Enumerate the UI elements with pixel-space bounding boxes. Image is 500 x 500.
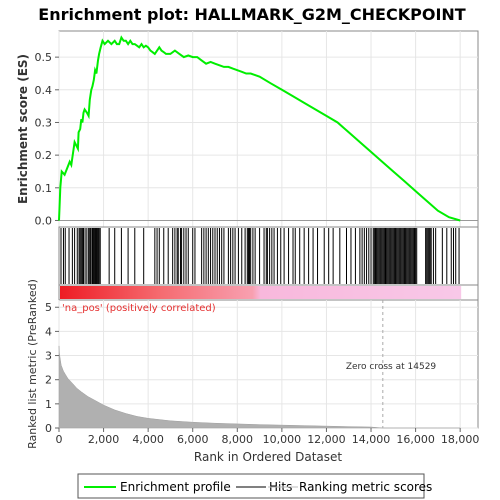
x-tick-label: 14,000 — [352, 433, 391, 446]
legend-label-metric: Ranking metric scores — [299, 480, 432, 494]
es-panel: 0.0 0.1 0.2 0.3 0.4 0.5 Enrichment score (ES) — [16, 30, 479, 228]
es-y-tick-label: 0.4 — [35, 84, 53, 97]
es-y-tick-label: 0.5 — [35, 51, 53, 64]
chart-title: Enrichment plot: HALLMARK_G2M_CHECKPOINT — [38, 5, 466, 24]
x-tick-label: 8,000 — [222, 433, 254, 446]
es-plot-frame — [58, 30, 479, 228]
enrichment-profile-line — [58, 35, 461, 222]
legend-label-enrichment: Enrichment profile — [120, 480, 231, 494]
metric-y-tick-label: 1 — [45, 398, 52, 411]
x-tick-label: 0 — [56, 433, 63, 446]
metric-x-ticks: 0 2,000 4,000 6,000 8,000 10,000 12,000 14,000 1… — [56, 428, 480, 446]
metric-y-tick-label: 3 — [45, 350, 52, 363]
positive-correlation-label: 'na_pos' (positively correlated) — [62, 303, 216, 314]
metric-y-tick-label: 4 — [45, 325, 52, 338]
es-y-tick-label: 0.2 — [35, 149, 53, 162]
x-tick-label: 6,000 — [177, 433, 209, 446]
x-tick-label: 16,000 — [396, 433, 435, 446]
metric-y-ticks: 0 1 2 3 4 5 — [45, 301, 59, 435]
metric-plot-frame — [58, 299, 479, 429]
x-tick-label: 18,000 — [441, 433, 480, 446]
x-tick-label: 2,000 — [88, 433, 120, 446]
x-axis-label: Rank in Ordered Dataset — [194, 450, 342, 464]
ranking-metric-area — [58, 345, 461, 429]
x-tick-label: 12,000 — [307, 433, 346, 446]
metric-y-tick-label: 5 — [45, 301, 52, 314]
hits-panel — [58, 226, 479, 286]
legend-box — [77, 473, 425, 499]
x-tick-label: 4,000 — [132, 433, 164, 446]
metric-y-tick-label: 2 — [45, 374, 52, 387]
color-bar-gradient — [60, 286, 462, 299]
es-y-tick-label: 0.3 — [35, 116, 53, 129]
metric-panel: 'na_pos' (positively correlated) Zero cr… — [26, 279, 479, 464]
es-y-tick-label: 0.0 — [35, 214, 53, 227]
es-y-tick-label: 0.1 — [35, 182, 53, 195]
es-gridlines — [58, 31, 478, 227]
metric-gridlines — [58, 300, 478, 429]
metric-y-axis-label: Ranked list metric (PreRanked) — [26, 279, 39, 449]
es-y-ticks: 0.0 0.1 0.2 0.3 0.4 0.5 — [35, 51, 59, 227]
hit-marks — [60, 228, 460, 284]
metric-y-tick-label: 0 — [45, 422, 52, 435]
rank-color-bar — [58, 284, 479, 301]
legend: Enrichment profile Hits Ranking metric s… — [77, 473, 432, 499]
es-y-axis-label: Enrichment score (ES) — [16, 54, 30, 204]
x-tick-label: 10,000 — [263, 433, 302, 446]
zero-cross-label: Zero cross at 14529 — [346, 362, 437, 372]
